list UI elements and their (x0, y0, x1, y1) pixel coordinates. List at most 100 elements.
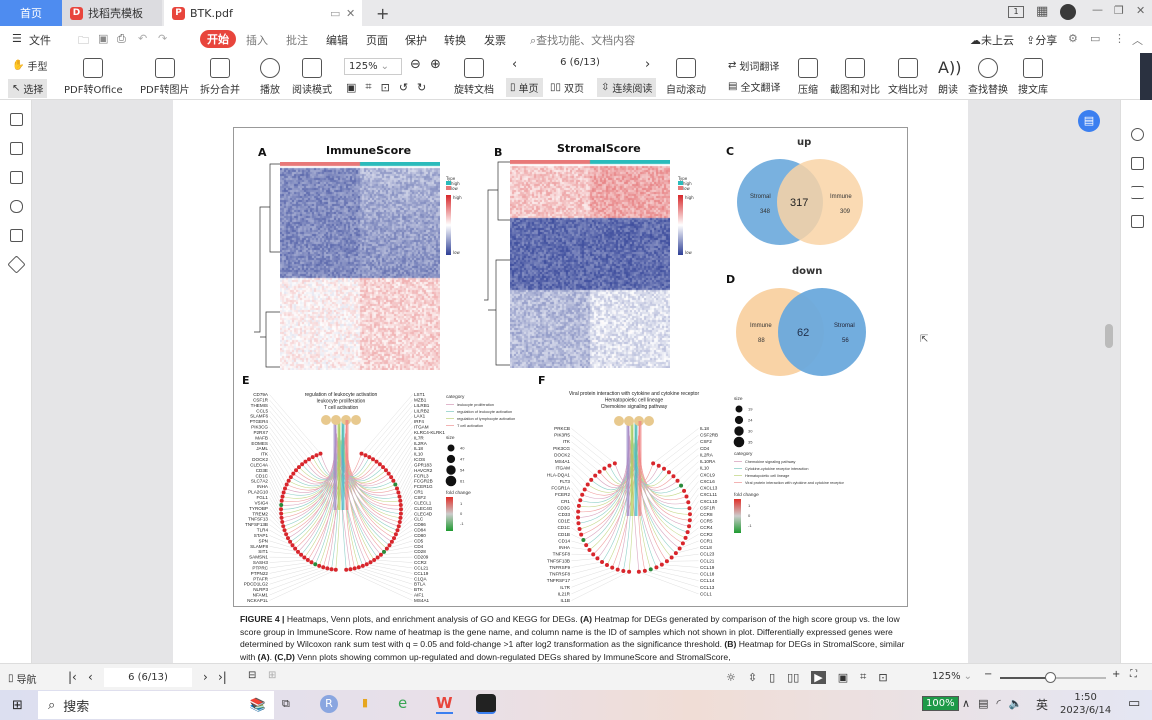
tab-template[interactable]: D 找稻壳模板 (62, 0, 162, 26)
redo-icon[interactable]: ↷ (158, 32, 168, 45)
navigation-button[interactable]: ▯ 导航 (8, 673, 37, 686)
menu-page[interactable]: 页面 (366, 34, 388, 47)
settings-icon[interactable]: ⚙ (1068, 32, 1078, 45)
tab-home[interactable]: 首页 (0, 0, 62, 26)
print-icon[interactable]: ⎙ (117, 32, 126, 45)
page-input[interactable]: 6 (6/13) (560, 57, 600, 68)
apps-grid-icon[interactable]: ▦ (1036, 4, 1049, 19)
next-page-icon[interactable]: › (645, 57, 651, 72)
single-page-icon[interactable]: ▯ (769, 670, 776, 684)
status-zoom-select[interactable]: 125% ⌄ (932, 671, 972, 682)
new-tab-button[interactable]: + (376, 3, 390, 23)
notification-icon[interactable]: ▭ (1128, 696, 1141, 711)
read-aloud-button[interactable]: A)) 朗读 (938, 58, 962, 96)
zoom-slider-handle[interactable] (1045, 672, 1056, 683)
tab-btk-pdf[interactable]: P BTK.pdf ▭ ✕ (164, 0, 362, 26)
taskbar-search[interactable]: ⌕ 搜索 📚 (38, 691, 274, 719)
last-page-icon[interactable]: ›| (218, 670, 227, 684)
auto-scroll-button[interactable]: 自动滚动 (666, 58, 706, 96)
first-page-icon[interactable]: |‹ (68, 670, 77, 684)
search-library-button[interactable]: 搜文库 (1018, 58, 1048, 96)
prev-page-icon[interactable]: ‹ (512, 57, 518, 72)
document-icon[interactable] (1131, 215, 1144, 228)
undo-icon[interactable]: ↶ (138, 32, 148, 45)
fit-width-icon[interactable]: ⊡ (380, 80, 390, 94)
single-page-button[interactable]: ▯ 单页 (506, 78, 543, 97)
close-window-icon[interactable]: ✕ (1136, 4, 1146, 17)
zoom-out-button[interactable]: − (984, 669, 993, 680)
fit-page-icon[interactable]: ⌗ (860, 670, 867, 683)
zoom-in-icon[interactable]: ⊕ (430, 57, 441, 72)
select-tool[interactable]: ↖ 选择 (8, 79, 48, 98)
compress-button[interactable]: 压缩 (798, 58, 818, 96)
signature-icon[interactable] (10, 229, 23, 242)
menu-edit[interactable]: 编辑 (326, 34, 348, 47)
comment-icon[interactable]: ▭ (1090, 32, 1101, 45)
ime-indicator[interactable]: 英 (1036, 698, 1049, 712)
split-merge-button[interactable]: 拆分合并 (200, 58, 240, 96)
maximize-icon[interactable]: ❐ (1114, 4, 1124, 17)
menu-start[interactable]: 开始 (200, 30, 236, 48)
r-app-icon[interactable]: R (320, 695, 338, 713)
menu-annotate[interactable]: 批注 (286, 34, 308, 47)
search-function[interactable]: ⌕查找功能、文档内容 (530, 34, 636, 47)
menu-insert[interactable]: 插入 (246, 34, 268, 47)
hamburger-icon[interactable]: ☰ (12, 32, 22, 45)
layers-icon[interactable] (7, 255, 26, 274)
forward-icon[interactable]: ⊞ (268, 670, 277, 681)
windows-start-icon[interactable]: ⊞ (12, 698, 23, 713)
clock[interactable]: 1:50 2023/6/14 (1060, 691, 1111, 717)
menu-invoice[interactable]: 发票 (484, 34, 506, 47)
actual-size-icon[interactable]: ▣ (837, 670, 849, 684)
file-explorer-icon[interactable]: ▮ (362, 696, 369, 709)
rotate-document-button[interactable]: 旋转文档 (454, 58, 494, 96)
save-icon[interactable]: ▣ (98, 32, 109, 45)
word-translate-button[interactable]: ⇄ 划词翻译 (728, 60, 780, 73)
minimize-icon[interactable]: — (1092, 3, 1103, 16)
avatar[interactable] (1060, 4, 1076, 20)
rotate-right-icon[interactable]: ↻ (417, 80, 427, 94)
collapse-icon[interactable]: ︿ (1132, 34, 1143, 47)
rotate-left-icon[interactable]: ↺ (398, 80, 409, 94)
screenshot-compare-button[interactable]: 截图和对比 (830, 58, 880, 96)
prev-page-icon[interactable]: ‹ (88, 670, 93, 684)
play-icon[interactable]: ▶ (811, 670, 826, 684)
vertical-scrollbar[interactable] (1105, 324, 1113, 348)
more-icon[interactable]: ⋮ (1114, 32, 1125, 45)
zoom-out-icon[interactable]: ⊖ (410, 57, 421, 72)
fit-page-icon[interactable]: ⌗ (365, 80, 372, 93)
zoom-slider[interactable] (1000, 672, 1106, 683)
bookmark-icon[interactable] (10, 113, 23, 126)
zoom-in-button[interactable]: + (1112, 669, 1121, 680)
status-page-input[interactable]: 6 (6/13) (104, 668, 192, 687)
float-tool-button[interactable]: ▤ (1078, 110, 1100, 132)
open-icon[interactable]: 🗀 (78, 34, 89, 47)
full-translate-button[interactable]: ▤ 全文翻译 (728, 81, 781, 94)
task-view-icon[interactable]: ⧉ (282, 697, 290, 710)
comment-icon[interactable] (10, 171, 23, 184)
volume-icon[interactable]: 🔈 (1008, 697, 1023, 710)
read-mode-button[interactable]: 阅读模式 (292, 58, 332, 96)
battery-indicator[interactable]: 100% (922, 696, 959, 711)
fit-width-icon[interactable]: ⊡ (878, 670, 888, 684)
find-replace-button[interactable]: 查找替换 (968, 58, 1008, 96)
actual-size-icon[interactable]: ▣ (346, 80, 357, 94)
window-layout-icon[interactable]: 1 (1008, 6, 1024, 18)
back-icon[interactable]: ⊟ (248, 670, 257, 681)
adjust-icon[interactable] (1131, 186, 1144, 199)
pin-icon[interactable]: ▭ (330, 6, 341, 20)
wifi-icon[interactable]: ◜ (996, 697, 1001, 710)
pdf-to-image-button[interactable]: PDF转图片 (140, 58, 189, 96)
share-button[interactable]: ⇪分享 (1026, 34, 1058, 47)
zoom-select[interactable]: 125% ⌄ (344, 58, 402, 75)
doc-compare-button[interactable]: 文档比对 (888, 58, 928, 96)
translate-icon[interactable] (1131, 157, 1144, 170)
play-button[interactable]: 播放 (260, 58, 280, 96)
next-page-icon[interactable]: › (203, 670, 208, 684)
pdf-to-office-button[interactable]: PDF转Office (64, 58, 123, 96)
wps-icon[interactable]: W (436, 694, 453, 714)
double-page-button[interactable]: ▯▯ 双页 (550, 82, 585, 95)
eye-protect-icon[interactable]: ☼ (726, 670, 736, 684)
menu-protect[interactable]: 保护 (405, 34, 427, 47)
cloud-status[interactable]: ☁未上云 (970, 34, 1014, 47)
